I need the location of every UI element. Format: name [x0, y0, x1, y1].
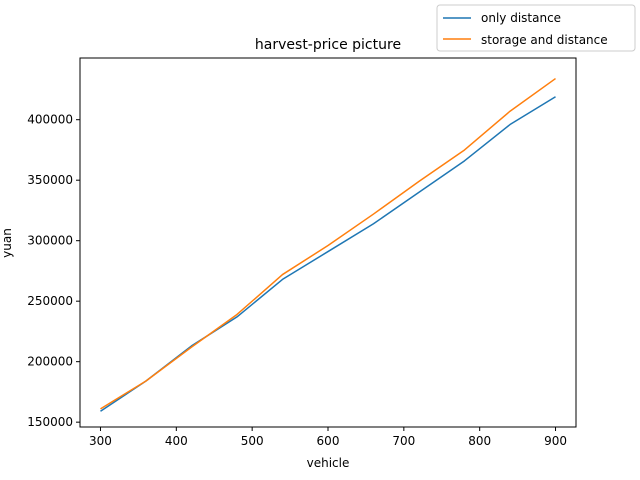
- x-tick-label: 400: [165, 434, 188, 448]
- legend-label-storage-and-distance: storage and distance: [481, 33, 608, 47]
- x-tick-label: 300: [89, 434, 112, 448]
- y-tick-label: 400000: [27, 113, 73, 127]
- legend: only distance storage and distance: [436, 4, 636, 52]
- y-tick-label: 150000: [27, 415, 73, 429]
- x-tick-label: 900: [544, 434, 567, 448]
- y-tick-label: 200000: [27, 355, 73, 369]
- plot-area: 300 400 500 600 700 800 900 150000 200000 250000 3…: [27, 77, 567, 448]
- y-tick-label: 350000: [27, 173, 73, 187]
- y-axis-label: yuan: [0, 228, 14, 258]
- x-tick-label: 500: [241, 434, 264, 448]
- legend-label-only-distance: only distance: [481, 11, 561, 25]
- x-tick-label: 600: [317, 434, 340, 448]
- plot-frame: [79, 57, 577, 428]
- x-axis-label: vehicle: [307, 456, 350, 470]
- y-tick-label: 300000: [27, 234, 73, 248]
- y-tick-label: 250000: [27, 294, 73, 308]
- chart-title: harvest-price picture: [255, 37, 401, 53]
- x-tick-label: 700: [392, 434, 415, 448]
- x-tick-label: 800: [468, 434, 491, 448]
- legend-box: [436, 4, 636, 52]
